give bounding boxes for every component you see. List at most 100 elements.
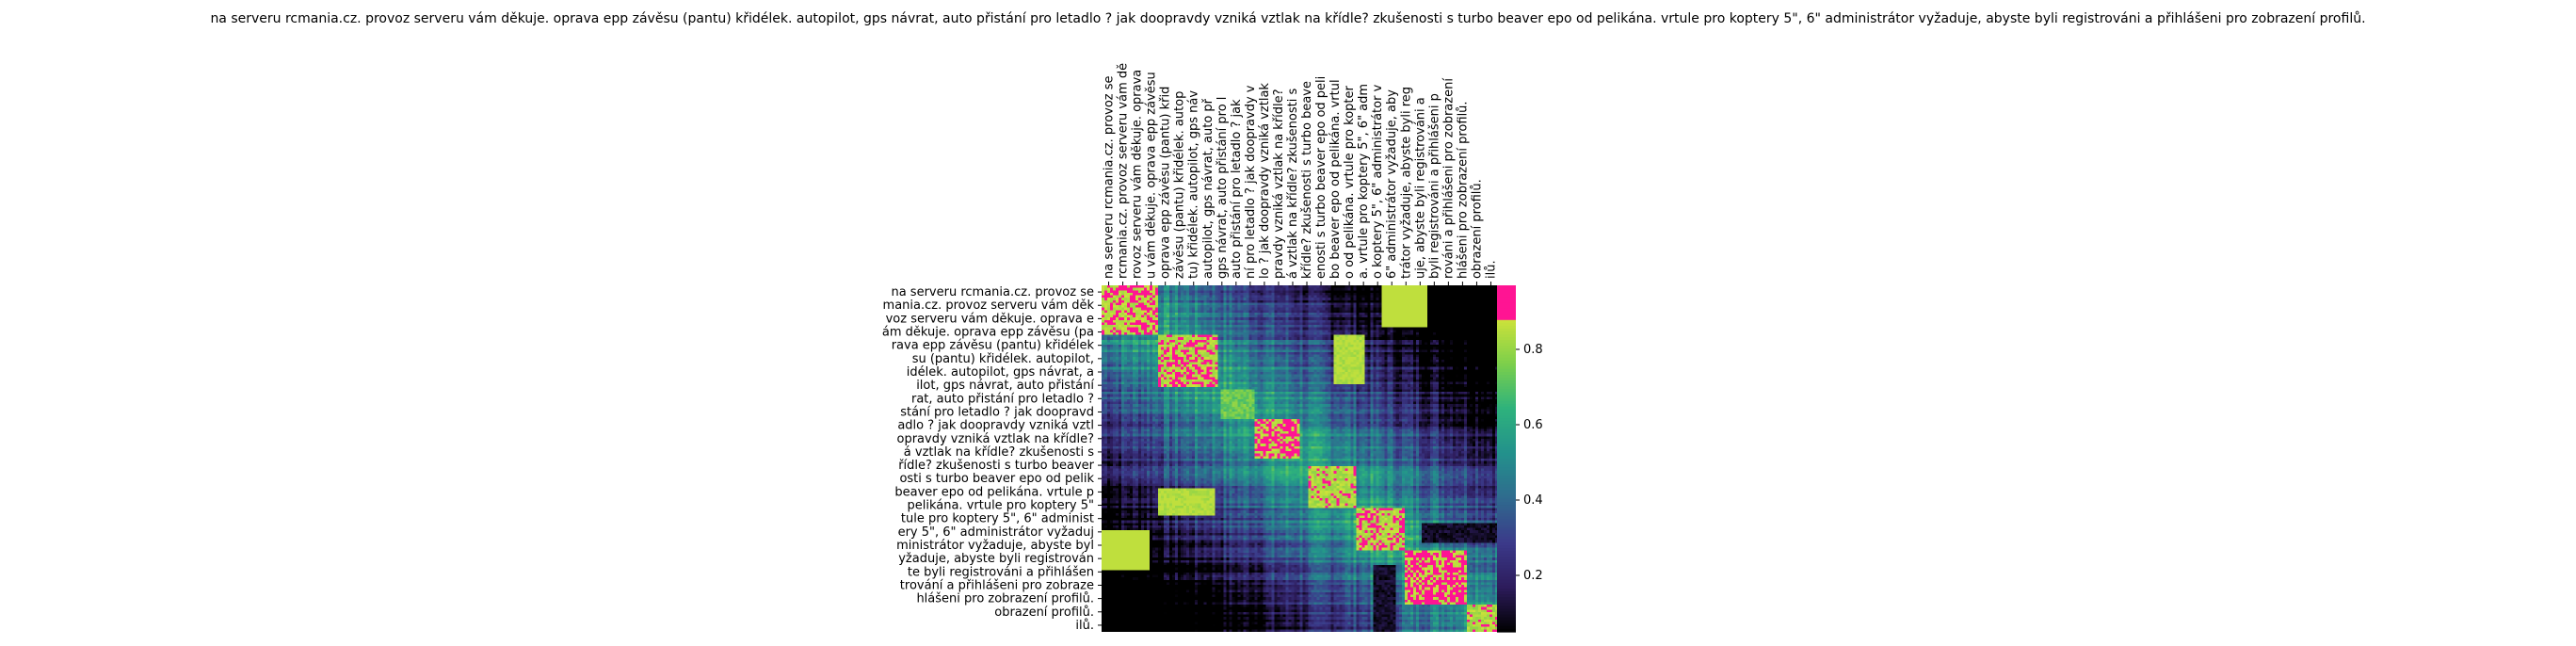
- x-tick-label: ní pro letadlo ? jak doopravdy v: [1244, 85, 1258, 279]
- colorbar-segment: [1497, 314, 1516, 318]
- colorbar-segment: [1497, 444, 1516, 448]
- colorbar-segment: [1497, 438, 1516, 443]
- colorbar-segment: [1497, 606, 1516, 610]
- y-tick-label: tule pro koptery 5", 6" administ: [901, 512, 1094, 526]
- colorbar-segment: [1497, 565, 1516, 570]
- colorbar-segment: [1497, 614, 1516, 619]
- colorbar-segment: [1497, 285, 1516, 289]
- colorbar-segment: [1497, 302, 1516, 307]
- colorbar-segment: [1497, 346, 1516, 350]
- colorbar-segment: [1497, 513, 1516, 517]
- chart-title: na serveru rcmania.cz. provoz serveru vá…: [210, 11, 2365, 26]
- colorbar-segment: [1497, 464, 1516, 468]
- x-tick-label: autopilot, gps návrat, auto př: [1201, 98, 1216, 279]
- x-axis-ticks: na serveru rcmania.cz. provoz se rcmania.…: [1103, 63, 1498, 285]
- colorbar-segment: [1497, 354, 1516, 359]
- colorbar-segment: [1497, 481, 1516, 486]
- colorbar-segment: [1497, 299, 1516, 303]
- colorbar-segment: [1497, 582, 1516, 587]
- x-tick-label: obrazení profilů.: [1470, 179, 1484, 279]
- colorbar-segment: [1497, 308, 1516, 313]
- y-tick-label: voz serveru vám děkuje. oprava e: [886, 312, 1094, 326]
- x-tick-label: rováni a přihlášeni pro zobrazení: [1441, 78, 1456, 279]
- x-tick-label: tu) křidélek. autopilot, gps náv: [1187, 90, 1201, 279]
- colorbar-segment: [1497, 516, 1516, 520]
- colorbar-segment: [1497, 392, 1516, 396]
- x-tick-label: rcmania.cz. provoz serveru vám dě: [1117, 63, 1131, 279]
- colorbar-segment: [1497, 375, 1516, 379]
- colorbar-segment: [1497, 386, 1516, 390]
- y-tick-label: idélek. autopilot, gps návrat, a: [907, 365, 1094, 380]
- colorbar-segment: [1497, 406, 1516, 411]
- colorbar-segment: [1497, 427, 1516, 430]
- colorbar-segment: [1497, 557, 1516, 560]
- colorbar-segment: [1497, 591, 1516, 595]
- y-tick-label: řídle? zkušenosti s turbo beaver: [898, 459, 1094, 473]
- x-tick-label: hlášeni pro zobrazení profilů.: [1456, 101, 1470, 279]
- y-tick-label: stání pro letadlo ? jak doopravd: [900, 405, 1094, 419]
- colorbar-segment: [1497, 316, 1516, 321]
- x-tick-label: o od pelikána. vrtule pro kopter: [1343, 85, 1357, 279]
- colorbar-segment: [1497, 383, 1516, 387]
- colorbar-segment: [1497, 559, 1516, 563]
- colorbar-tick-label: 0.8: [1523, 343, 1543, 357]
- colorbar-segment: [1497, 400, 1516, 405]
- colorbar-segment: [1497, 294, 1516, 298]
- colorbar-segment: [1497, 505, 1516, 509]
- colorbar-segment: [1497, 368, 1516, 373]
- colorbar-segment: [1497, 459, 1516, 462]
- x-tick-label: lo ? jak doopravdy vzniká vztlak: [1258, 83, 1272, 279]
- colorbar-segment: [1497, 380, 1516, 384]
- x-tick-label: o koptery 5", 6" administrátor v: [1371, 84, 1385, 279]
- y-tick-label: pelikána. vrtule pro koptery 5": [907, 499, 1094, 513]
- colorbar-segment: [1497, 424, 1516, 428]
- y-tick-label: osti s turbo beaver epo od pelik: [899, 472, 1094, 486]
- colorbar-segment: [1497, 334, 1516, 338]
- colorbar-tick-label: 0.2: [1523, 569, 1543, 583]
- x-tick-label: bo beaver epo od pelikána. vrtul: [1328, 79, 1343, 279]
- heatmap-image: [1102, 285, 1498, 632]
- heatmap-cells: [1102, 285, 1498, 632]
- y-tick-label: rat, auto přistání pro letadlo ?: [911, 392, 1094, 406]
- colorbar-segment: [1497, 395, 1516, 399]
- colorbar-segment: [1497, 461, 1516, 465]
- colorbar-segment: [1497, 522, 1516, 526]
- colorbar-segment: [1497, 617, 1516, 622]
- colorbar-segment: [1497, 594, 1516, 598]
- x-tick-label: pravdy vzniká vztlak na křídle?: [1272, 89, 1286, 279]
- colorbar-segment: [1497, 288, 1516, 292]
- x-tick-label: á vztlak na křídle? zkušenosti s: [1286, 89, 1300, 279]
- colorbar-segment: [1497, 476, 1516, 480]
- y-tick-label: hlášeni pro zobrazení profilů.: [916, 592, 1094, 606]
- y-tick-label: su (pantu) křidélek. autopilot,: [912, 352, 1094, 366]
- colorbar-segment: [1497, 519, 1516, 524]
- colorbar-segment: [1497, 305, 1516, 310]
- colorbar-segment: [1497, 527, 1516, 532]
- y-tick-label: á vztlak na křídle? zkušenosti s: [904, 445, 1094, 460]
- y-tick-label: trování a přihlášeni pro zobraze: [900, 578, 1094, 592]
- colorbar-segment: [1497, 585, 1516, 589]
- x-tick-label: oprava epp závěsu (pantu) křid: [1159, 87, 1173, 279]
- colorbar-segment: [1497, 470, 1516, 474]
- colorbar-segment: [1497, 397, 1516, 402]
- colorbar: 0.2 0.4 0.6 0.8: [1497, 285, 1543, 633]
- colorbar-segment: [1497, 467, 1516, 471]
- x-tick-label: na serveru rcmania.cz. provoz se: [1103, 75, 1117, 279]
- colorbar-segment: [1497, 357, 1516, 362]
- x-tick-label: rovoz serveru vám děkuje. oprava: [1131, 70, 1145, 279]
- colorbar-segment: [1497, 389, 1516, 394]
- y-tick-label: ilot, gps návrat, auto přistání: [916, 379, 1094, 393]
- colorbar-segment: [1497, 325, 1516, 330]
- colorbar-segment: [1497, 536, 1516, 541]
- colorbar-segment: [1497, 291, 1516, 295]
- colorbar-segment: [1497, 409, 1516, 413]
- colorbar-segment: [1497, 487, 1516, 492]
- y-tick-label: yžaduje, abyste byli registrován: [898, 552, 1094, 566]
- y-tick-label: adlo ? jak doopravdy vzniká vztl: [897, 419, 1094, 433]
- y-tick-label: ministrátor vyžaduje, abyste byl: [896, 539, 1094, 553]
- colorbar-segment: [1497, 378, 1516, 381]
- colorbar-segment: [1497, 337, 1516, 341]
- colorbar-segment: [1497, 539, 1516, 543]
- y-tick-label: ám děkuje. oprava epp závěsu (pa: [882, 326, 1094, 340]
